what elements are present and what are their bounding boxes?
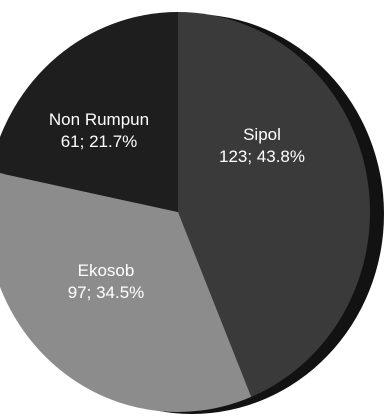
slice-value-label: 97; 34.5% <box>68 283 145 302</box>
slice-label-non-rumpun: Non Rumpun 61; 21.7% <box>49 110 149 151</box>
pie-labels: Sipol 123; 43.8% Ekosob 97; 34.5% Non Rumpun… <box>49 110 305 302</box>
slice-name: Sipol <box>243 125 281 144</box>
slice-name: Ekosob <box>78 261 135 280</box>
slice-label-sipol: Sipol 123; 43.8% <box>219 125 305 166</box>
slice-value-label: 123; 43.8% <box>219 147 305 166</box>
pie-slice-sipol <box>178 12 370 397</box>
slice-label-ekosob: Ekosob 97; 34.5% <box>68 261 145 302</box>
slice-value-label: 61; 21.7% <box>61 132 138 151</box>
slice-name: Non Rumpun <box>49 110 149 129</box>
pie-slices <box>0 12 370 412</box>
pie-slice-non-rumpun <box>0 12 178 212</box>
pie-slice-ekosob <box>0 173 252 412</box>
